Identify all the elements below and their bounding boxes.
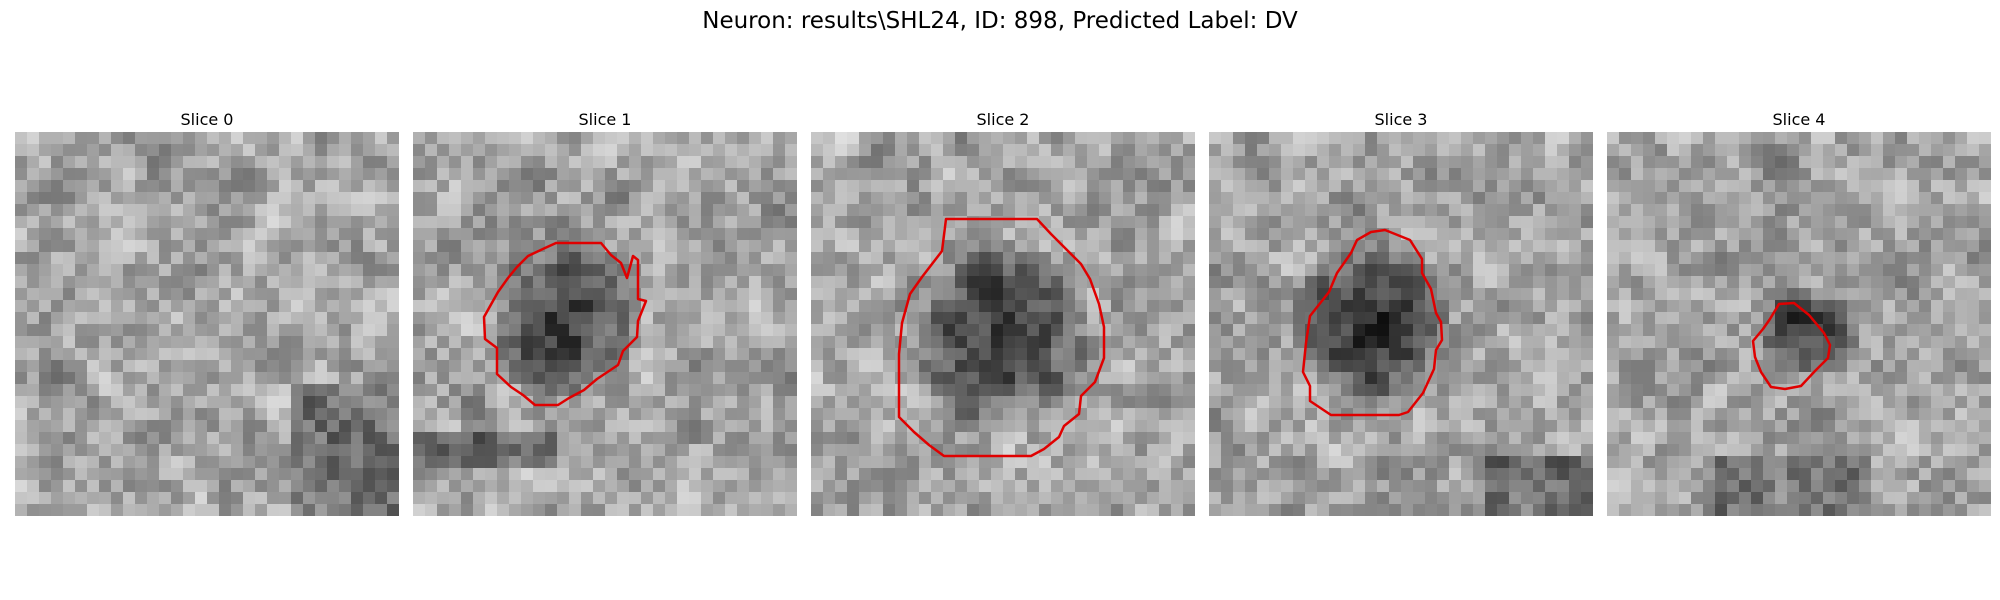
panel-slice-3: Slice 3 <box>1209 108 1593 516</box>
pixel-texture <box>1607 132 1991 516</box>
panel-slice-4: Slice 4 <box>1607 108 1991 516</box>
pixel-texture <box>811 132 1195 516</box>
panel-title: Slice 0 <box>15 108 399 132</box>
slice-image <box>15 132 399 516</box>
panel-slice-1: Slice 1 <box>413 108 797 516</box>
pixel-texture <box>15 132 399 516</box>
panel-title: Slice 1 <box>413 108 797 132</box>
panel-title: Slice 3 <box>1209 108 1593 132</box>
panel-slice-2: Slice 2 <box>811 108 1195 516</box>
slice-image <box>811 132 1195 516</box>
pixel-texture <box>413 132 797 516</box>
slice-image <box>1209 132 1593 516</box>
panel-slice-0: Slice 0 <box>15 108 399 516</box>
slice-image <box>413 132 797 516</box>
panel-title: Slice 4 <box>1607 108 1991 132</box>
panel-title: Slice 2 <box>811 108 1195 132</box>
pixel-texture <box>1209 132 1593 516</box>
figure-title: Neuron: results\SHL24, ID: 898, Predicte… <box>0 8 2000 34</box>
slice-image <box>1607 132 1991 516</box>
